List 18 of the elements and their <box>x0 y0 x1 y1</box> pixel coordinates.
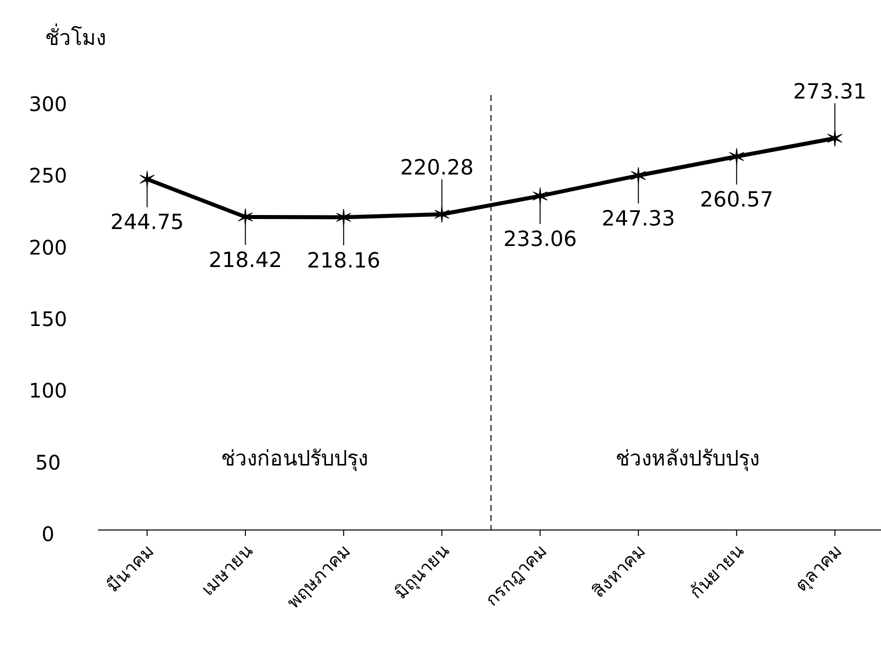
data-label: 218.16 <box>306 248 380 272</box>
data-label: 220.28 <box>400 155 474 180</box>
y-tick-label: 250 <box>28 164 68 188</box>
data-label: 260.57 <box>700 188 774 212</box>
y-tick-label: 100 <box>28 378 68 403</box>
y-tick-label: 150 <box>28 307 68 331</box>
y-tick-label: 50 <box>35 450 61 474</box>
y-tick-label: 0 <box>42 522 54 546</box>
data-label: 247.33 <box>602 206 676 230</box>
data-label: 244.75 <box>110 210 184 234</box>
data-label: 233.06 <box>503 226 577 251</box>
y-axis-title: ชั่วโมง <box>45 23 106 50</box>
annotation: ช่วงก่อนปรับปรุง <box>221 446 368 472</box>
y-tick-label: 200 <box>28 235 68 260</box>
data-label: 273.31 <box>793 79 867 104</box>
y-tick-label: 300 <box>28 92 68 116</box>
annotation: ช่วงหลังปรับปรุง <box>616 446 760 472</box>
data-label: 218.42 <box>208 248 282 272</box>
